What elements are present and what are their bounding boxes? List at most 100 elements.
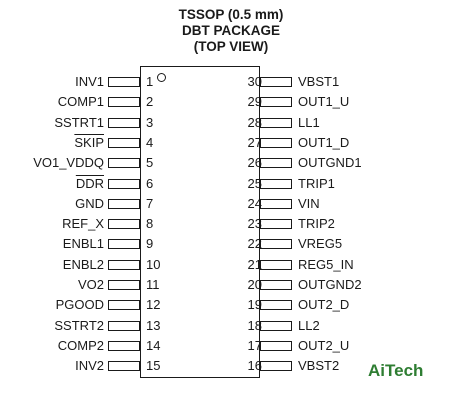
pin-21: REG5_IN 21 [0, 255, 462, 275]
pin-lead-icon [108, 198, 140, 209]
pin-26: OUTGND1 26 [0, 153, 462, 173]
pin-number: 13 [146, 317, 161, 333]
pin-22: VREG5 22 [0, 234, 462, 254]
pin-number: 27 [247, 134, 262, 150]
pin-lead-icon [108, 137, 140, 148]
pin-12: PGOOD 12 [0, 295, 462, 315]
pin-name: INV1 [75, 74, 104, 89]
pin-11: VO2 11 [0, 275, 462, 295]
pin-lead-icon [260, 97, 292, 108]
pin-name: OUTGND2 [298, 277, 362, 292]
pin-name: VO1_VDDQ [33, 155, 104, 171]
pin-name: VBST2 [298, 358, 340, 374]
pin-18: LL2 18 [0, 316, 462, 336]
ic-body [140, 66, 260, 378]
pin-14: COMP2 14 [0, 336, 462, 356]
pin-lead-icon [108, 97, 140, 108]
pin-lead-icon [108, 178, 140, 189]
pin-24: VIN 24 [0, 194, 462, 214]
pin-number: 26 [247, 155, 262, 171]
pin1-marker-icon [157, 73, 166, 82]
pin-lead-icon [108, 320, 140, 331]
pin-lead-icon [108, 219, 140, 230]
pin-lead-icon [260, 239, 292, 250]
pin-lead-icon [260, 361, 292, 372]
pin-number: 7 [146, 195, 154, 211]
pin-number: 21 [247, 256, 262, 272]
pin-name: OUT1_D [298, 134, 350, 150]
pin-name: LL1 [298, 114, 320, 130]
pin-lead-icon [260, 178, 292, 189]
pin-name: SSTRT2 [54, 317, 104, 333]
pin-name: INV2 [75, 358, 104, 374]
pin-name: VBST1 [298, 74, 340, 89]
watermark-logo: AiTech [368, 361, 424, 380]
pin-8: REF_X 8 [0, 214, 462, 234]
pin-name: OUT2_D [298, 297, 350, 313]
pin-lead-icon [260, 340, 292, 351]
pin-lead-icon [260, 198, 292, 209]
pin-number: 17 [247, 337, 262, 353]
pin-number: 24 [247, 195, 262, 211]
pin-name: OUT2_U [298, 337, 350, 353]
pin-1: INV1 1 [0, 72, 462, 92]
pin-lead-icon [260, 137, 292, 148]
pin-name: COMP2 [57, 337, 104, 353]
pin-6: DDR 6 [0, 174, 462, 194]
pin-3: SSTRT1 3 [0, 113, 462, 133]
pin-29: OUT1_U 29 [0, 92, 462, 112]
pin-name: VIN [298, 195, 320, 211]
pin-number: 23 [247, 216, 262, 232]
pin-lead-icon [108, 77, 140, 87]
pin-name: PGOOD [55, 297, 104, 313]
pin-lead-icon [108, 158, 140, 169]
pin-lead-icon [108, 259, 140, 270]
pin-number: 19 [247, 297, 262, 313]
pin-lead-icon [108, 117, 140, 128]
pin-name: VO2 [77, 277, 104, 292]
pin-lead-icon [108, 280, 140, 290]
pin-number: 16 [247, 358, 262, 374]
pin-number: 14 [146, 337, 161, 353]
pin-name: GND [75, 195, 104, 211]
view-label: (TOP VIEW) [193, 39, 269, 54]
pin-number: 3 [146, 114, 154, 130]
pin-lead-icon [260, 280, 292, 290]
pin-name: DDR [75, 175, 104, 191]
pin-15: INV2 15 [0, 356, 462, 376]
pin-number: 15 [146, 358, 161, 374]
pin-number: 10 [146, 256, 161, 272]
pin-number: 18 [247, 317, 262, 333]
pin-name: VREG5 [298, 236, 343, 252]
pin-name: REF_X [62, 216, 104, 232]
pin-name: TRIP1 [298, 175, 335, 191]
pin-name: ENBL1 [62, 236, 104, 252]
pin-name: OUT1_U [298, 94, 350, 110]
pin-number: 1 [146, 74, 154, 89]
pin-10: ENBL2 10 [0, 255, 462, 275]
pin-23: TRIP2 23 [0, 214, 462, 234]
package-name: DBT PACKAGE [181, 23, 280, 38]
pin-name: LL2 [298, 317, 320, 333]
pin-13: SSTRT2 13 [0, 316, 462, 336]
pin-17: OUT2_U 17 [0, 336, 462, 356]
pin-30: VBST1 30 [0, 72, 462, 92]
pin-number: 6 [146, 175, 154, 191]
pin-number: 29 [247, 94, 262, 110]
pin-number: 5 [146, 155, 154, 171]
pin-name: ENBL2 [62, 256, 104, 272]
pin-lead-icon [260, 158, 292, 169]
pin-5: VO1_VDDQ 5 [0, 153, 462, 173]
pin-lead-icon [108, 361, 140, 372]
package-title: TSSOP (0.5 mm) [178, 7, 284, 22]
pin-2: COMP1 2 [0, 92, 462, 112]
pin-number: 28 [247, 114, 262, 130]
pin-20: OUTGND2 20 [0, 275, 462, 295]
pin-27: OUT1_D 27 [0, 133, 462, 153]
pin-number: 4 [146, 134, 154, 150]
pin-number: 22 [247, 236, 262, 252]
pin-9: ENBL1 9 [0, 234, 462, 254]
pin-number: 30 [247, 74, 262, 89]
pin-16: VBST2 16 [0, 356, 462, 376]
pin-number: 9 [146, 236, 154, 252]
